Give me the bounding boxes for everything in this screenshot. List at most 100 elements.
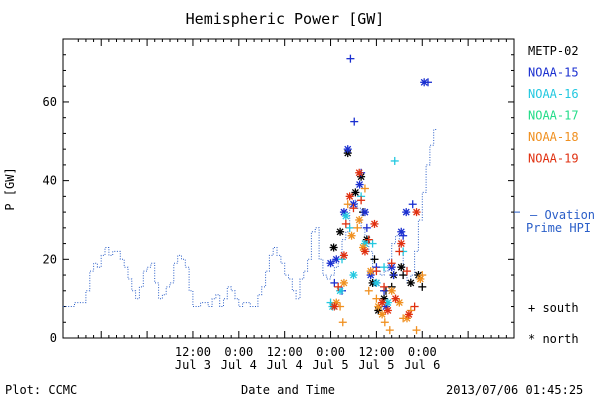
y-axis-label: P [GW] (3, 167, 17, 210)
x-tick-time: 0:00 (316, 345, 345, 359)
south-marker (368, 239, 377, 248)
north-marker (360, 208, 369, 217)
south-marker (330, 278, 339, 287)
legend-item: NOAA-19 (528, 152, 579, 166)
north-marker (329, 243, 338, 252)
south-marker (364, 235, 373, 244)
south-marker (410, 302, 419, 311)
south-marker (362, 223, 371, 232)
south-marker (402, 267, 411, 276)
y-tick-label: 0 (50, 331, 57, 345)
legend-item: NOAA-16 (528, 87, 579, 101)
south-marker (360, 184, 369, 193)
south-marker (372, 267, 381, 276)
y-tick-label: 40 (43, 174, 57, 188)
south-marker (350, 117, 359, 126)
south-marker (341, 219, 350, 228)
north-marker (360, 247, 369, 256)
south-marker (408, 200, 417, 209)
x-axis-label: Date and Time (241, 383, 335, 397)
south-marker (389, 271, 398, 280)
north-marker (336, 286, 345, 295)
south-marker (370, 255, 379, 264)
north-marker (326, 259, 335, 268)
north-marker (387, 286, 396, 295)
south-marker (418, 282, 427, 291)
data-points (326, 54, 433, 335)
legend-item: NOAA-17 (528, 109, 579, 123)
ovation-label-line1: – Ovation (530, 208, 595, 222)
north-marker (330, 302, 339, 311)
north-marker (406, 278, 415, 287)
north-marker (339, 251, 348, 260)
north-marker (404, 310, 413, 319)
x-tick-time: 12:00 (267, 345, 303, 359)
x-tick-date: Jul 3 (175, 358, 211, 372)
y-tick-label: 20 (43, 252, 57, 266)
north-marker (343, 145, 352, 154)
plot-credit: Plot: CCMC (5, 383, 77, 397)
legend-item: NOAA-15 (528, 66, 579, 80)
legend-item: METP-02 (528, 44, 579, 58)
north-marker (383, 306, 392, 315)
north-marker (372, 278, 381, 287)
plot-frame (62, 38, 515, 339)
south-marker (390, 156, 399, 165)
north-marker (378, 310, 387, 319)
south-marker (380, 282, 389, 291)
x-tick-date: Jul 5 (358, 358, 394, 372)
legend-north-marker: * north (528, 332, 579, 346)
ovation-label-line2: Prime HPI (526, 221, 591, 235)
north-marker (355, 215, 364, 224)
north-marker (402, 208, 411, 217)
south-marker (343, 200, 352, 209)
x-tick-date: Jul 4 (267, 358, 303, 372)
x-tick-time: 0:00 (408, 345, 437, 359)
north-marker (416, 274, 425, 283)
y-axis: 0 20 40 60 (43, 38, 514, 345)
north-marker (412, 208, 421, 217)
south-marker (338, 318, 347, 327)
legend-item: NOAA-18 (528, 130, 579, 144)
south-marker (380, 318, 389, 327)
south-marker (372, 294, 381, 303)
x-tick-time: 12:00 (358, 345, 394, 359)
north-marker (378, 298, 387, 307)
north-marker (420, 78, 429, 87)
south-marker (353, 223, 362, 232)
x-tick-date: Jul 5 (312, 358, 348, 372)
north-marker (336, 227, 345, 236)
south-marker (346, 54, 355, 63)
north-marker (397, 239, 406, 248)
south-marker (399, 271, 408, 280)
south-marker (349, 204, 358, 213)
south-marker (357, 196, 366, 205)
north-marker (391, 294, 400, 303)
legend: METP-02 NOAA-15 NOAA-16 NOAA-17 NOAA-18 NOAA-… (528, 44, 579, 166)
north-marker (351, 188, 360, 197)
legend-south-marker: + south (528, 301, 579, 315)
x-tick-time: 0:00 (224, 345, 253, 359)
south-marker (385, 326, 394, 335)
north-marker (341, 212, 350, 221)
north-marker (397, 227, 406, 236)
y-tick-label: 60 (43, 95, 57, 109)
north-marker (397, 263, 406, 272)
x-tick-date: Jul 6 (404, 358, 440, 372)
south-marker (395, 247, 404, 256)
chart-title: Hemispheric Power [GW] (186, 10, 385, 28)
north-marker (355, 180, 364, 189)
ovation-hpi-line (63, 129, 438, 307)
south-marker (334, 282, 343, 291)
south-marker (345, 223, 354, 232)
x-tick-date: Jul 4 (221, 358, 257, 372)
south-marker (412, 326, 421, 335)
north-marker (347, 231, 356, 240)
plot-timestamp: 2013/07/06 01:45:25 (446, 383, 583, 397)
north-marker (345, 192, 354, 201)
north-marker (355, 168, 364, 177)
south-marker (387, 259, 396, 268)
north-marker (349, 271, 358, 280)
